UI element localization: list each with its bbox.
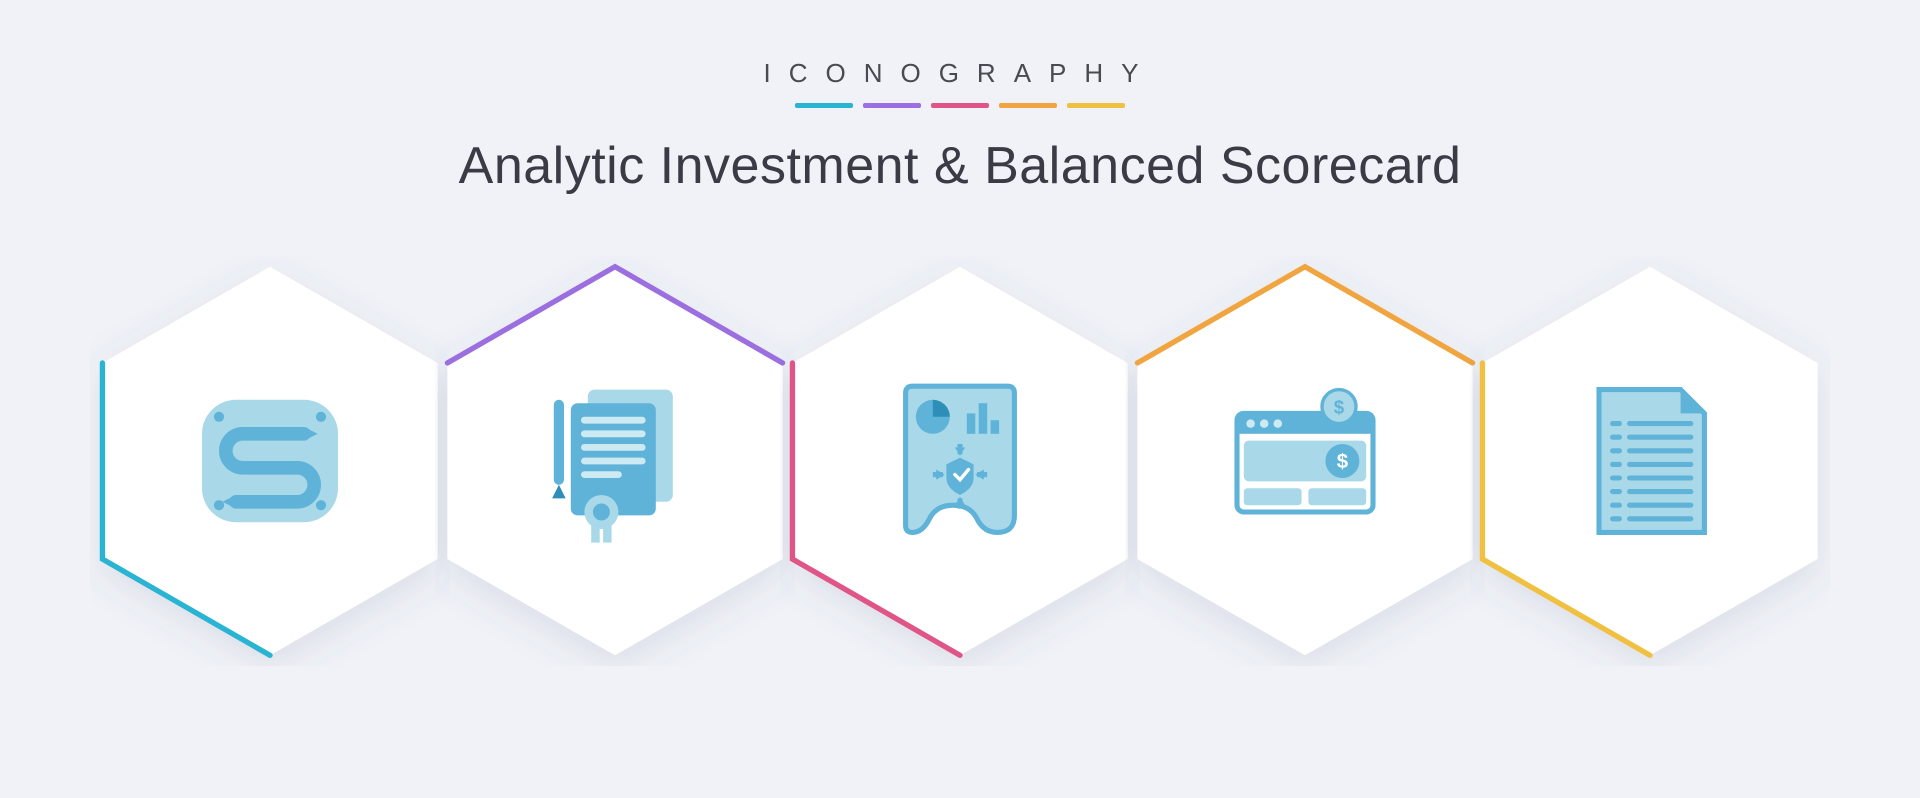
contract-certificate-icon: [530, 376, 700, 546]
spreadsheet-document-icon: [1565, 376, 1735, 546]
hex-item-4: $ $: [1125, 256, 1485, 666]
money-window-icon: $ $: [1220, 376, 1390, 546]
underline-1: [795, 103, 853, 108]
underline-5: [1067, 103, 1125, 108]
hex-item-5: [1470, 256, 1830, 666]
underline-row: [459, 103, 1462, 108]
swap-path-icon: [185, 376, 355, 546]
page-title: Analytic Investment & Balanced Scorecard: [459, 136, 1462, 196]
hex-item-1: [90, 256, 450, 666]
underline-3: [931, 103, 989, 108]
hex-row: $ $: [90, 256, 1830, 736]
analytics-report-icon: [875, 376, 1045, 546]
hex-item-2: [435, 256, 795, 666]
header: ICONOGRAPHY Analytic Investment & Balanc…: [459, 58, 1462, 196]
hex-item-3: [780, 256, 1140, 666]
svg-text:$: $: [1334, 396, 1345, 417]
underline-2: [863, 103, 921, 108]
eyebrow-text: ICONOGRAPHY: [459, 58, 1462, 89]
svg-text:$: $: [1337, 451, 1349, 473]
underline-4: [999, 103, 1057, 108]
